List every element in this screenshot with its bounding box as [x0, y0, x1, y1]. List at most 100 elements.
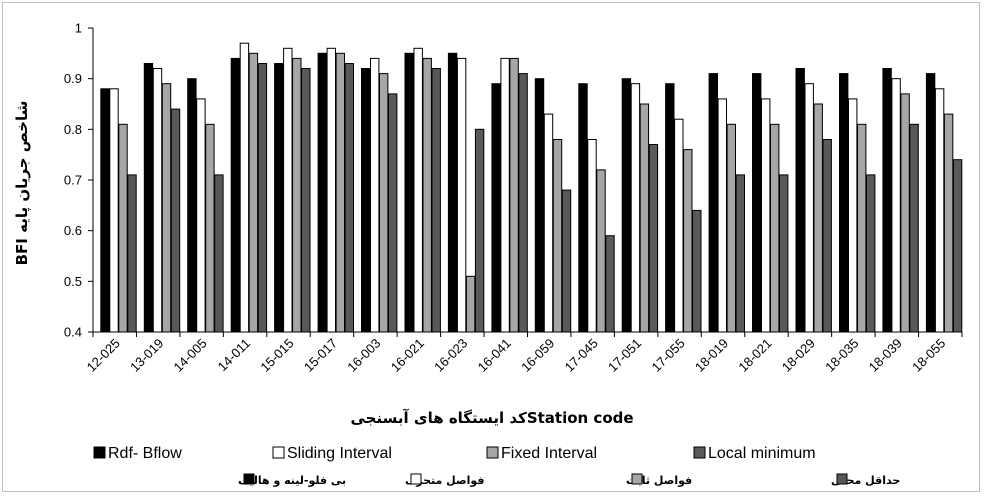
- bar-fixed-interval-18-021: [771, 124, 779, 332]
- bar-rdf-bflow-17-051: [622, 79, 630, 332]
- x-tick-label: 18-035: [822, 336, 861, 375]
- bar-local-minimum-18-021: [780, 175, 788, 332]
- bar-fixed-interval-18-019: [727, 124, 735, 332]
- bar-sliding-interval-16-059: [544, 114, 552, 332]
- bar-rdf-bflow-16-003: [362, 69, 370, 333]
- legend-label-local-minimum: Local minimum: [708, 445, 816, 462]
- bar-local-minimum-16-003: [389, 94, 397, 332]
- x-tick-label: 17-045: [562, 336, 601, 375]
- bar-sliding-interval-18-021: [762, 99, 770, 332]
- bar-fixed-interval-16-041: [510, 58, 518, 332]
- bar-fixed-interval-16-003: [380, 74, 388, 332]
- bar-fixed-interval-14-011: [249, 53, 257, 332]
- legend-label-sliding-interval: Sliding Interval: [287, 445, 392, 462]
- y-tick-label: 0.9: [64, 71, 82, 86]
- bar-fixed-interval-18-055: [944, 114, 952, 332]
- bar-local-minimum-18-029: [823, 140, 831, 333]
- bar-sliding-interval-18-035: [849, 99, 857, 332]
- bar-sliding-interval-15-015: [284, 48, 292, 332]
- bar-fixed-interval-16-023: [466, 276, 474, 332]
- y-tick-label: 0.4: [64, 325, 82, 340]
- bar-sliding-interval-16-003: [371, 58, 379, 332]
- x-tick-label: 18-019: [692, 336, 731, 375]
- bar-rdf-bflow-18-019: [709, 74, 717, 332]
- legend-swatch-local-minimum: [694, 447, 705, 458]
- bar-local-minimum-13-019: [171, 109, 179, 332]
- y-tick-label: 0.5: [64, 274, 82, 289]
- bar-fixed-interval-16-021: [423, 58, 431, 332]
- x-tick-label: 15-017: [301, 336, 340, 375]
- bar-local-minimum-17-051: [649, 145, 657, 333]
- x-tick-label: 17-055: [648, 336, 687, 375]
- bar-rdf-bflow-15-017: [318, 53, 326, 332]
- y-tick-label: 0.8: [64, 122, 82, 137]
- legend-swatch-fa-fixed-interval: [632, 474, 642, 484]
- x-tick-label: 17-051: [605, 336, 644, 375]
- bar-fixed-interval-17-051: [640, 104, 648, 332]
- bar-sliding-interval-17-051: [631, 84, 639, 332]
- bar-local-minimum-16-059: [562, 190, 570, 332]
- legend-swatch-fa-local-minimum: [837, 474, 847, 484]
- bar-fixed-interval-13-019: [162, 84, 170, 332]
- bar-rdf-bflow-14-011: [231, 58, 239, 332]
- bar-rdf-bflow-12-025: [101, 89, 109, 332]
- bar-rdf-bflow-18-029: [796, 69, 804, 333]
- bar-local-minimum-12-025: [128, 175, 136, 332]
- bar-rdf-bflow-18-039: [883, 69, 891, 333]
- bar-local-minimum-15-015: [302, 69, 310, 333]
- y-tick-label: 0.6: [64, 223, 82, 238]
- bar-sliding-interval-15-017: [327, 48, 335, 332]
- bar-rdf-bflow-15-015: [275, 64, 283, 333]
- bar-sliding-interval-13-019: [153, 69, 161, 333]
- bar-sliding-interval-18-055: [935, 89, 943, 332]
- bar-sliding-interval-12-025: [110, 89, 118, 332]
- bar-local-minimum-16-023: [475, 129, 483, 332]
- x-tick-label: 18-039: [866, 336, 905, 375]
- legend-swatch-sliding-interval: [273, 447, 284, 458]
- bar-local-minimum-15-017: [345, 64, 353, 333]
- bar-local-minimum-16-021: [432, 69, 440, 333]
- x-tick-label: 16-021: [388, 336, 427, 375]
- bar-local-minimum-18-039: [910, 124, 918, 332]
- bar-sliding-interval-14-005: [197, 99, 205, 332]
- bar-rdf-bflow-14-005: [188, 79, 196, 332]
- legend-swatch-fa-sliding-interval: [411, 474, 421, 484]
- bar-sliding-interval-16-021: [414, 48, 422, 332]
- bar-rdf-bflow-18-055: [926, 74, 934, 332]
- x-tick-label: 16-041: [475, 336, 514, 375]
- bar-sliding-interval-17-055: [675, 119, 683, 332]
- bar-local-minimum-18-055: [953, 160, 961, 332]
- x-axis-title: کد ایستگاه های آبسنجیStation code: [350, 409, 633, 427]
- bar-sliding-interval-16-041: [501, 58, 509, 332]
- x-tick-label: 18-021: [735, 336, 774, 375]
- bar-rdf-bflow-13-019: [144, 64, 152, 333]
- legend-label-fixed-interval: Fixed Interval: [501, 445, 597, 462]
- x-tick-label: 16-059: [518, 336, 557, 375]
- bar-fixed-interval-18-039: [901, 94, 909, 332]
- bar-rdf-bflow-16-041: [492, 84, 500, 332]
- bar-sliding-interval-14-011: [240, 43, 248, 332]
- y-axis-title: شاخص جریان پایه BFI: [13, 101, 32, 266]
- bar-local-minimum-17-055: [693, 210, 701, 332]
- legend-swatch-fixed-interval: [487, 447, 498, 458]
- bars-group: [101, 43, 962, 332]
- bar-fixed-interval-15-015: [293, 58, 301, 332]
- x-tick-label: 18-029: [779, 336, 818, 375]
- x-tick-label: 18-055: [909, 336, 948, 375]
- bar-rdf-bflow-16-023: [448, 53, 456, 332]
- bar-fixed-interval-18-035: [858, 124, 866, 332]
- legend-swatch-fa-rdf-bflow: [244, 474, 254, 484]
- bar-rdf-bflow-18-021: [753, 74, 761, 332]
- legend-swatch-rdf-bflow: [94, 447, 105, 458]
- x-tick-label: 12-025: [84, 336, 123, 375]
- bar-fixed-interval-15-017: [336, 53, 344, 332]
- bar-sliding-interval-18-039: [892, 79, 900, 332]
- legend-label-rdf-bflow: Rdf- Bflow: [108, 445, 182, 462]
- legend: Rdf- Bflow بی فلو-لینه و هالیک Sliding Int…: [94, 445, 900, 487]
- x-tick-label: 13-019: [127, 336, 166, 375]
- bar-sliding-interval-18-019: [718, 99, 726, 332]
- bar-rdf-bflow-17-045: [579, 84, 587, 332]
- bar-local-minimum-17-045: [606, 236, 614, 332]
- bar-local-minimum-14-011: [258, 64, 266, 333]
